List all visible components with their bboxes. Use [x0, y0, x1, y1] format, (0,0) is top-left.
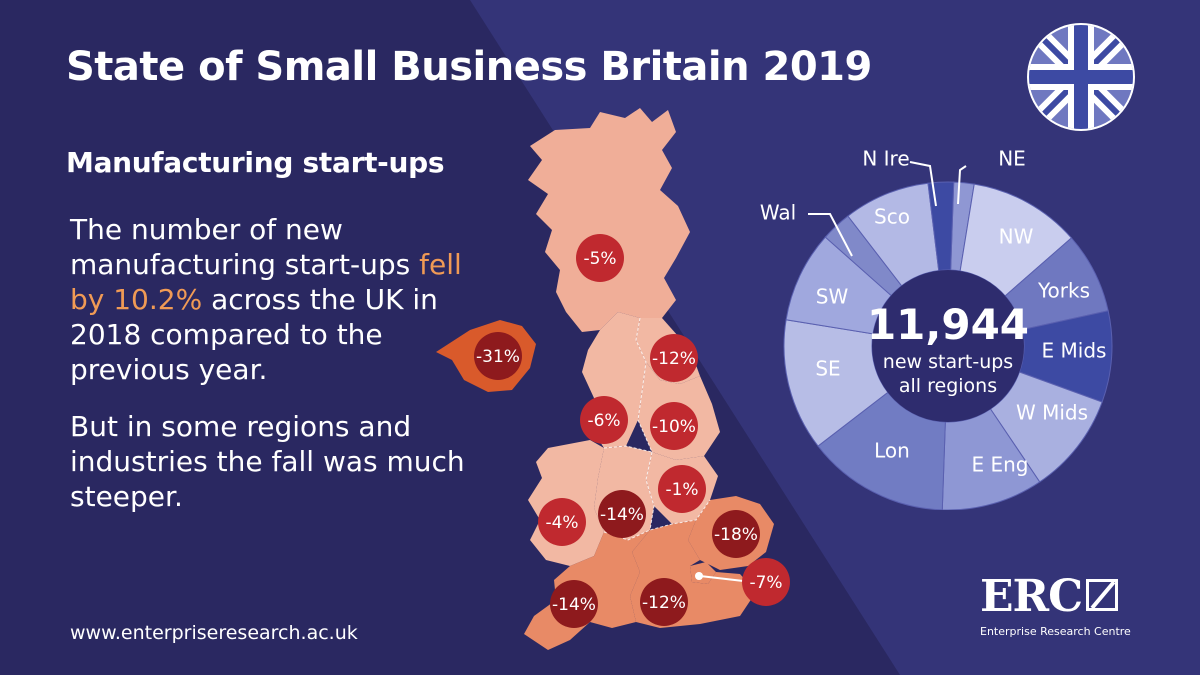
- donut-slices: [783, 181, 1113, 510]
- summary-paragraph-2: But in some regions and industries the f…: [70, 410, 465, 513]
- erc-logo-box-icon: [1086, 579, 1119, 611]
- donut-label-ne: NE: [998, 147, 1026, 171]
- london-callout-dot: [695, 572, 703, 580]
- erc-logo-text: ERC: [980, 571, 1083, 622]
- donut-label-n-ire: N Ire: [862, 147, 909, 171]
- donut-label-yorks: Yorks: [1037, 279, 1090, 303]
- badge-circle-se: [640, 578, 688, 626]
- region-badges: -5% -31% -12% -6% -10% -1% -14% -4% -18% -7% -12% -…: [474, 234, 790, 628]
- donut-label-wal: Wal: [760, 201, 796, 225]
- badge-label-se: -12%: [642, 593, 686, 613]
- badge-circle-yorks: [650, 402, 698, 450]
- uk-region-map: -5% -31% -12% -6% -10% -1% -14% -4% -18% -7% -12% -…: [436, 108, 790, 650]
- badge-circle-nw: [580, 396, 628, 444]
- badge-label-n-ire: -31%: [476, 347, 520, 367]
- total-startups-value: 11,944: [866, 300, 1030, 349]
- badge-label-nw: -6%: [587, 411, 620, 431]
- summary-text: The number of new manufacturing start-up…: [70, 212, 490, 536]
- summary-p1-start: The number of new manufacturing start-up…: [70, 213, 420, 281]
- leader-line-nire: [909, 161, 937, 207]
- badge-circle-w-mids: [598, 490, 646, 538]
- donut-hole: [872, 270, 1024, 422]
- badge-circle-sw: [550, 580, 598, 628]
- badge-label-e-mids: -1%: [665, 480, 698, 500]
- donut-label-nw: NW: [999, 225, 1034, 249]
- badge-circle-n-ire: [474, 332, 522, 380]
- donut-leader-lines: [808, 161, 967, 257]
- badge-label-w-mids: -14%: [600, 505, 644, 525]
- badge-label-sco: -5%: [583, 249, 616, 269]
- donut-label-sw: SW: [816, 285, 849, 309]
- regional-donut-chart: NE NW Yorks E Mids W Mids E Eng Lon SE SW Wal Sco N…: [760, 147, 1113, 510]
- badge-circle-lon: [742, 558, 790, 606]
- erc-logo-mark: ERC: [980, 575, 1150, 619]
- donut-label-se: SE: [815, 357, 840, 381]
- donut-label-w-mids: W Mids: [1016, 401, 1088, 425]
- badge-label-wal: -4%: [545, 513, 578, 533]
- caption-line-2: all regions: [898, 375, 998, 397]
- badge-label-sw: -14%: [552, 595, 596, 615]
- erc-logo-subtitle: Enterprise Research Centre: [980, 625, 1131, 638]
- badge-label-ne: -12%: [652, 349, 696, 369]
- caption-line-1: new start-ups: [882, 351, 1014, 373]
- badge-circle-wal: [538, 498, 586, 546]
- donut-label-lon: Lon: [874, 439, 910, 463]
- badge-circle-ne: [650, 334, 698, 382]
- donut-label-e-mids: E Mids: [1042, 339, 1107, 363]
- donut-label-e-eng: E Eng: [971, 453, 1028, 477]
- total-startups-caption: new start-ups all regions: [848, 350, 1048, 398]
- summary-p1-highlight: fell by 10.2%: [70, 248, 462, 316]
- union-flag-icon: [1027, 23, 1135, 131]
- badge-circle-e-mids: [658, 465, 706, 513]
- badge-label-e-eng: -18%: [714, 525, 758, 545]
- leader-line-wal: [808, 213, 853, 257]
- badge-circle-e-eng: [712, 510, 760, 558]
- map-region-sco: [528, 108, 690, 332]
- donut-labels: NE NW Yorks E Mids W Mids E Eng Lon SE SW Wal Sco N…: [760, 147, 1107, 477]
- page-subtitle: Manufacturing start-ups: [66, 146, 445, 179]
- badge-label-lon: -7%: [749, 573, 782, 593]
- summary-paragraph-1: The number of new manufacturing start-up…: [70, 212, 490, 387]
- website-link[interactable]: www.enterpriseresearch.ac.uk: [70, 622, 358, 644]
- badge-label-yorks: -10%: [652, 417, 696, 437]
- summary-p1-end: across the UK in 2018 compared to the pr…: [70, 283, 438, 386]
- page-title: State of Small Business Britain 2019: [66, 44, 872, 90]
- map-region-borders: [603, 317, 711, 541]
- donut-label-sco: Sco: [874, 205, 910, 229]
- leader-line-ne: [957, 165, 967, 205]
- badge-circle-sco: [576, 234, 624, 282]
- erc-logo: ERC Enterprise Research Centre: [980, 575, 1150, 639]
